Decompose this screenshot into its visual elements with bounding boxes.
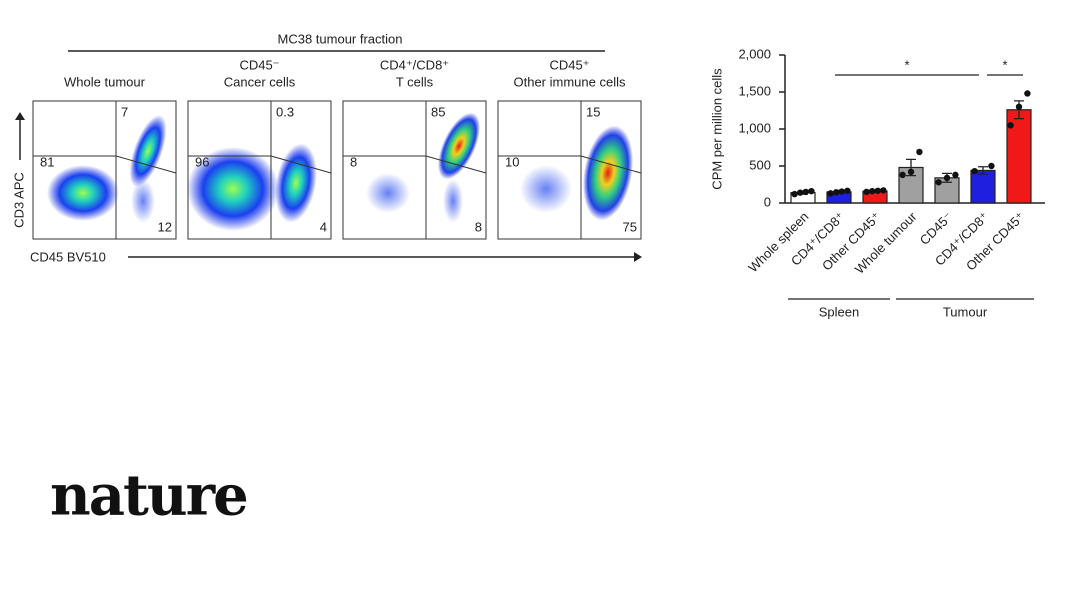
flow-plot-frame bbox=[342, 100, 487, 240]
flow-plot-frame bbox=[187, 100, 332, 240]
data-point bbox=[797, 189, 804, 196]
y-axis-title: CPM per million cells bbox=[709, 68, 724, 190]
y-tick-label: 1,500 bbox=[738, 83, 771, 98]
quadrant-value: 8 bbox=[475, 219, 482, 234]
data-point bbox=[869, 187, 876, 195]
y-tick-label: 1,000 bbox=[738, 120, 771, 135]
significance-label: * bbox=[1002, 57, 1007, 72]
quadrant-value: 81 bbox=[40, 154, 54, 169]
y-tick-label: 0 bbox=[764, 194, 771, 209]
density-blob bbox=[443, 179, 463, 223]
density-blob bbox=[275, 143, 317, 223]
quadrant-value: 10 bbox=[505, 154, 519, 169]
data-point bbox=[916, 148, 923, 156]
quadrant-value: 0.3 bbox=[276, 104, 294, 119]
quadrant-value: 15 bbox=[586, 104, 600, 119]
panel-title: Whole tumour bbox=[64, 74, 146, 89]
data-point bbox=[952, 171, 959, 179]
data-point bbox=[943, 174, 951, 182]
panel-title: CD45⁻ bbox=[239, 57, 279, 72]
data-point bbox=[899, 171, 906, 179]
data-point bbox=[1015, 103, 1023, 111]
density-blob bbox=[520, 165, 572, 213]
y-tick-label: 2,000 bbox=[738, 46, 771, 61]
density-blob bbox=[131, 179, 155, 223]
flow-plot-frame bbox=[497, 100, 642, 240]
group-label: Tumour bbox=[943, 304, 988, 319]
panel-title: CD45⁺ bbox=[549, 57, 589, 72]
y-axis-label: CD3 APC bbox=[11, 172, 26, 228]
data-point bbox=[1024, 90, 1031, 97]
data-point bbox=[907, 168, 915, 176]
quadrant-value: 96 bbox=[195, 154, 209, 169]
quadrant-value: 85 bbox=[431, 104, 445, 119]
density-blob bbox=[366, 173, 410, 213]
error-bar bbox=[978, 166, 988, 175]
x-arrowhead bbox=[634, 252, 642, 262]
density-blob bbox=[582, 125, 634, 221]
x-axis-label: CD45 BV510 bbox=[30, 249, 106, 264]
panel-title: CD4⁺/CD8⁺ bbox=[380, 57, 449, 72]
data-point bbox=[971, 167, 978, 175]
density-blob bbox=[129, 114, 167, 188]
panel-title: T cells bbox=[396, 74, 434, 89]
quadrant-value: 8 bbox=[350, 154, 357, 169]
data-point bbox=[1007, 122, 1014, 129]
data-point bbox=[988, 162, 995, 170]
data-point bbox=[791, 190, 798, 198]
flow-plot-frame bbox=[32, 100, 177, 240]
logo: nature bbox=[50, 463, 247, 529]
group-label: Spleen bbox=[819, 304, 859, 319]
data-point bbox=[935, 179, 942, 186]
density-blob bbox=[187, 147, 279, 231]
panel-title: Other immune cells bbox=[514, 74, 626, 89]
quadrant-value: 12 bbox=[158, 219, 172, 234]
gate bbox=[33, 101, 177, 239]
panel-title: Cancer cells bbox=[224, 74, 296, 89]
significance-label: * bbox=[904, 57, 909, 72]
y-arrowhead bbox=[15, 112, 25, 120]
data-point bbox=[827, 190, 834, 197]
data-point bbox=[880, 187, 887, 194]
data-point bbox=[838, 188, 845, 195]
data-point bbox=[808, 187, 815, 195]
data-point bbox=[874, 187, 881, 194]
gate bbox=[498, 101, 642, 239]
quadrant-value: 75 bbox=[623, 219, 637, 234]
bar bbox=[970, 169, 996, 204]
density-blob bbox=[47, 165, 119, 221]
y-tick-label: 500 bbox=[749, 157, 771, 172]
data-point bbox=[863, 188, 870, 196]
data-point bbox=[802, 188, 809, 196]
data-point bbox=[844, 187, 851, 194]
figure-header: MC38 tumour fraction bbox=[278, 31, 403, 46]
gate bbox=[188, 101, 332, 239]
data-point bbox=[833, 189, 840, 196]
quadrant-value: 7 bbox=[121, 104, 128, 119]
quadrant-value: 4 bbox=[320, 219, 327, 234]
gate bbox=[343, 101, 487, 239]
